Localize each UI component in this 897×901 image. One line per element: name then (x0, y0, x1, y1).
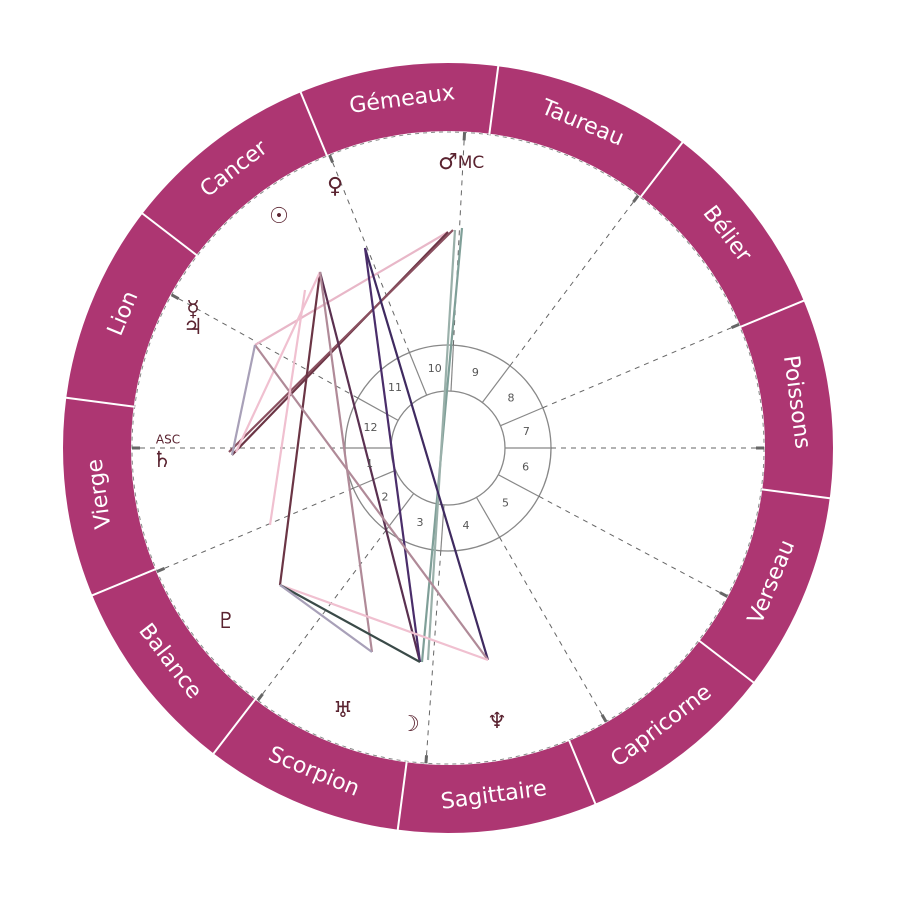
cusp-tick (258, 694, 263, 700)
house-spoke (500, 408, 542, 426)
cusp-tick (426, 755, 427, 763)
planet-glyph: ♄ (152, 448, 172, 473)
house-cusp (157, 488, 353, 571)
house-cusp (500, 537, 607, 721)
house-number: 6 (522, 460, 529, 473)
house-number: 11 (388, 381, 402, 394)
planet-glyph: ☽ (400, 712, 420, 737)
planet-glyph: ♇ (216, 609, 236, 634)
cusp-tick (633, 196, 638, 202)
planet-glyph: ♃ (183, 315, 203, 340)
house-number: 2 (381, 490, 388, 503)
house-number: 1 (366, 457, 373, 470)
house-number: 12 (364, 421, 378, 434)
house-spoke (498, 475, 539, 497)
aspect-line (365, 248, 420, 662)
planet-glyph: ♂ (438, 150, 458, 175)
house-number: 8 (508, 392, 515, 405)
aspect-line (280, 585, 372, 652)
cusp-tick (720, 593, 727, 597)
cusp-tick (602, 715, 606, 722)
house-spoke (477, 497, 500, 537)
aspect-line (320, 272, 372, 652)
house-spoke (358, 398, 398, 420)
house-cusp (539, 496, 727, 596)
aspect-line (365, 248, 488, 660)
house-ring-inner (391, 391, 505, 505)
house-cusp (510, 196, 638, 366)
inner-boundary (132, 132, 764, 764)
cusp-tick (732, 325, 739, 328)
house-number: 5 (502, 497, 509, 510)
house-cusp (543, 325, 739, 408)
house-spoke (482, 366, 510, 403)
aspect-line (255, 232, 448, 345)
asc-label: ASC (156, 433, 180, 447)
house-number: 3 (416, 516, 423, 529)
house-number: 9 (472, 366, 479, 379)
aspect-line (280, 585, 420, 662)
planet-glyph: ♆ (487, 709, 507, 734)
cusp-tick (330, 155, 333, 162)
house-number: 10 (428, 362, 442, 375)
planet-glyph: ☉ (269, 204, 289, 229)
cusp-tick (157, 568, 164, 571)
house-spoke (409, 353, 426, 396)
house-number: 7 (523, 425, 530, 438)
house-number: 4 (462, 519, 469, 532)
cusp-tick (172, 295, 179, 299)
planet-glyph: ♀ (327, 174, 343, 199)
aspect-lines (229, 228, 488, 662)
aspect-line (280, 585, 488, 660)
mc-label: MC (458, 153, 485, 173)
planet-glyph: ♅ (333, 698, 353, 723)
